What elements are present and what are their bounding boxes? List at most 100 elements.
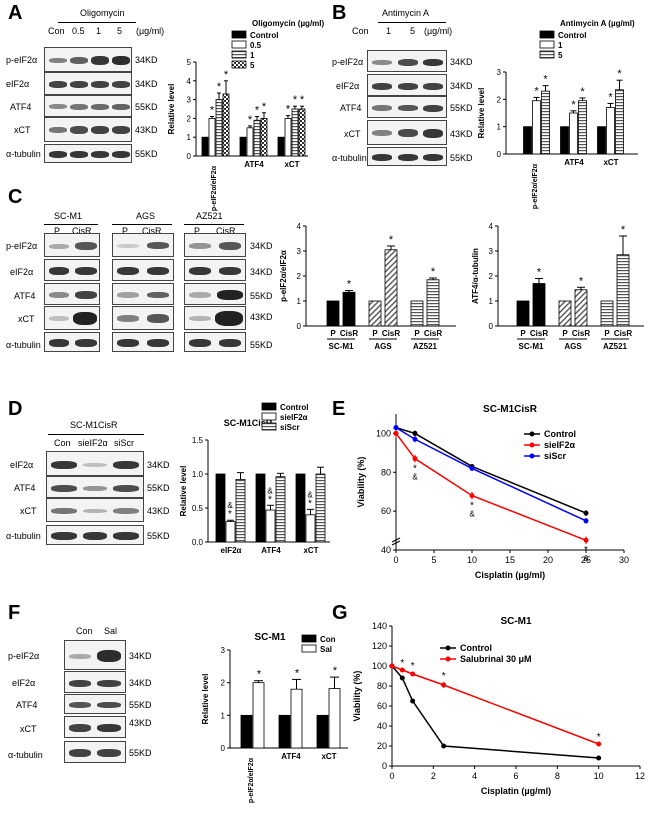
x-group-label: SC-M1 (519, 342, 544, 351)
significance-amp: & (267, 486, 273, 495)
x-category-label: p-eIF2α/eIF2α (211, 165, 218, 211)
bar (291, 108, 299, 157)
blot-c-lane: CisR (72, 226, 92, 236)
x-group-label: SC-M1 (329, 342, 354, 351)
blot-c-row (44, 233, 100, 257)
significance-star: * (411, 661, 415, 672)
bar (278, 714, 291, 749)
y-tick-label: 0 (297, 322, 302, 331)
panel-letter-g: G (332, 602, 348, 624)
significance-amp: & (583, 554, 589, 563)
blot-b-kd: 55KD (450, 103, 473, 113)
x-tick-label: 2 (431, 771, 436, 781)
x-tick-label: 0 (393, 555, 398, 565)
legend-swatch (231, 60, 247, 69)
y-tick-label: 5 (187, 58, 192, 67)
significance-star: * (584, 545, 588, 556)
blot-b-kd: 34KD (450, 81, 473, 91)
x-tick-label: 25 (581, 555, 591, 565)
significance-star: * (534, 85, 539, 97)
blot-b-row (367, 96, 447, 118)
blot-c-row-label: α-tubulin (6, 340, 41, 350)
blot-a-row-label: α-tubulin (6, 149, 41, 159)
blot-c-row (44, 283, 100, 305)
bar (260, 118, 268, 157)
y-axis-label: Viability (%) (352, 671, 362, 722)
significance-star: * (571, 99, 576, 111)
significance-star: * (608, 91, 613, 103)
y-tick-label: 0 (187, 152, 192, 161)
y-axis-label: ATF4/α-tubulin (471, 248, 480, 304)
y-tick-label: 4 (187, 77, 192, 86)
blot-f-row-label: α-tubulin (8, 750, 43, 760)
blot-f-row (64, 640, 126, 670)
y-tick-label: 2 (489, 272, 494, 281)
bar (616, 254, 630, 327)
y-tick-label: 60 (381, 506, 391, 516)
blot-c-kd: 34KD (250, 267, 273, 277)
bar (315, 473, 326, 543)
blot-f-kd: 55KD (129, 748, 152, 758)
x-category-label: xCT (603, 158, 618, 167)
significance-amp: & (469, 509, 475, 518)
x-category-label: xCT (321, 752, 336, 761)
blot-f-kd: 34KD (129, 678, 152, 688)
blot-d-kd: 43KD (147, 506, 170, 516)
significance-star: * (262, 101, 267, 113)
blot-c-group: SC-M1 (54, 211, 83, 221)
bar (305, 514, 316, 543)
x-group-label: AZ521 (603, 342, 628, 351)
x-category-label: xCT (284, 160, 299, 169)
blot-f-row (64, 741, 126, 763)
bar (215, 473, 226, 543)
blot-f-row (64, 716, 126, 738)
legend-label: siScr (280, 423, 300, 432)
blot-a-row (44, 117, 132, 142)
y-tick-label: 0 (489, 322, 494, 331)
blot-a-row-label: eIF2α (6, 79, 30, 89)
bar (574, 289, 588, 327)
y-tick-label: 1 (187, 133, 192, 142)
x-group-label: AGS (374, 342, 392, 351)
bar (295, 473, 306, 543)
y-tick-label: 80 (381, 467, 391, 477)
blot-b-row (367, 74, 447, 96)
chart-title: SC-M1CisR (224, 418, 273, 428)
series-line (395, 426, 587, 514)
blot-b-kd: 55KD (450, 153, 473, 163)
x-tick-label: 8 (555, 771, 560, 781)
y-tick-label: 1 (497, 123, 502, 132)
blot-f-row-label: xCT (20, 724, 37, 734)
blot-b-treatment-line (378, 22, 446, 23)
y-tick-label: 1 (297, 297, 302, 306)
blot-c-row (184, 306, 246, 330)
x-tick-label: 30 (619, 555, 629, 565)
blot-b-row-label: p-eIF2α (332, 57, 364, 67)
y-tick-label: 3 (221, 646, 226, 655)
data-point (583, 518, 589, 524)
blot-c-row (184, 259, 246, 281)
chart-title: SC-M1 (254, 632, 286, 643)
series-line (395, 426, 587, 522)
legend-swatch (261, 412, 277, 421)
blot-a-row (44, 144, 132, 163)
legend-label: sieIF2α (280, 413, 308, 422)
blot-f-row-label: ATF4 (16, 700, 38, 710)
blot-c-row (184, 283, 246, 305)
blot-d-row-label: ATF4 (14, 483, 36, 493)
bar (284, 118, 292, 157)
x-lane-label: P (520, 329, 526, 338)
y-tick-label: 2 (497, 95, 502, 104)
bar (328, 688, 341, 749)
x-lane-label: CisR (424, 329, 442, 338)
bar (615, 89, 624, 155)
data-point (410, 698, 416, 704)
data-point (412, 430, 418, 436)
y-tick-label: 3 (187, 96, 192, 105)
blot-c-row (112, 233, 174, 257)
panel-letter-d: D (8, 398, 23, 420)
axis-break (391, 537, 401, 543)
y-axis-label: Viability (%) (356, 457, 366, 508)
x-category-label: eIF2α (221, 546, 242, 555)
blot-b-lane: 5 (410, 26, 416, 36)
